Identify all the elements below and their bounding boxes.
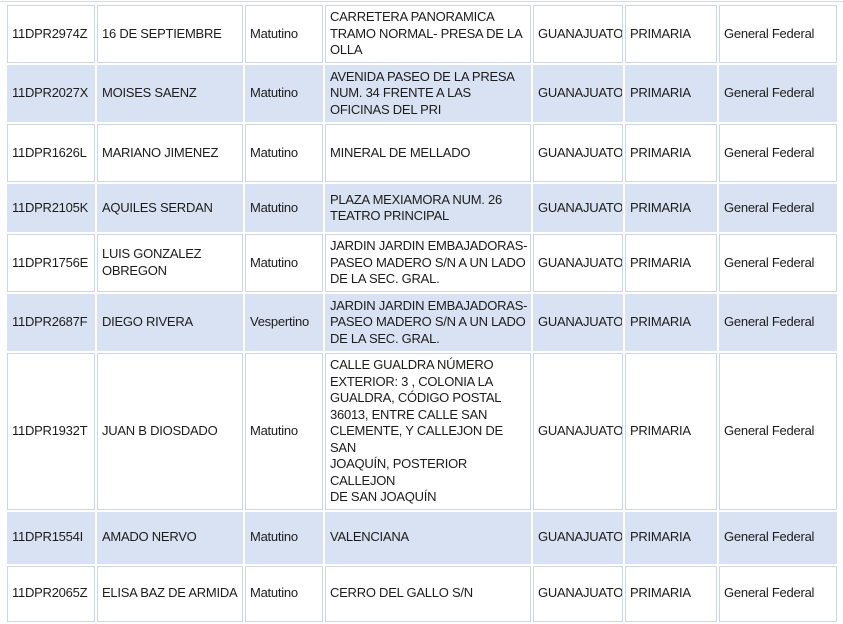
cell-school-name: DIEGO RIVERA: [97, 293, 243, 351]
cell-city: GUANAJUATO: [533, 293, 623, 351]
cell-school-name: LUIS GONZALEZ OBREGON: [97, 234, 243, 292]
cell-school-code: 11DPR1554I: [7, 511, 95, 564]
cell-shift: Matutino: [245, 511, 323, 564]
cell-school-code: 11DPR2105K: [7, 184, 95, 232]
cell-shift: Matutino: [245, 124, 323, 182]
schools-table: 11DPR2974Z 16 DE SEPTIEMBRE Matutino CAR…: [5, 3, 839, 624]
cell-level: PRIMARIA: [625, 64, 717, 122]
cell-service-type: General Federal: [719, 184, 837, 232]
cell-level: PRIMARIA: [625, 124, 717, 182]
cell-shift: Matutino: [245, 565, 323, 622]
cell-shift: Matutino: [245, 184, 323, 232]
cell-school-name: AQUILES SERDAN: [97, 184, 243, 232]
table-row: 11DPR2974Z 16 DE SEPTIEMBRE Matutino CAR…: [7, 5, 837, 63]
cell-service-type: General Federal: [719, 234, 837, 292]
cell-school-code: 11DPR2065Z: [7, 565, 95, 622]
cell-address: JARDIN JARDIN EMBAJADORAS- PASEO MADERO …: [325, 293, 531, 351]
cell-school-name: MOISES SAENZ: [97, 64, 243, 122]
table-row: 11DPR1932T JUAN B DIOSDADO Matutino CALL…: [7, 353, 837, 510]
cell-address: JARDIN JARDIN EMBAJADORAS- PASEO MADERO …: [325, 234, 531, 292]
cell-city: GUANAJUATO: [533, 234, 623, 292]
cell-level: PRIMARIA: [625, 353, 717, 510]
cell-school-code: 11DPR1756E: [7, 234, 95, 292]
cell-shift: Vespertino: [245, 293, 323, 351]
cell-address: PLAZA MEXIAMORA NUM. 26 TEATRO PRINCIPAL: [325, 184, 531, 232]
cell-address: CARRETERA PANORAMICA TRAMO NORMAL- PRESA…: [325, 5, 531, 63]
cell-service-type: General Federal: [719, 124, 837, 182]
cell-city: GUANAJUATO: [533, 184, 623, 232]
cell-address: CERRO DEL GALLO S/N: [325, 565, 531, 622]
cell-school-code: 11DPR2687F: [7, 293, 95, 351]
cell-address: AVENIDA PASEO DE LA PRESA NUM. 34 FRENTE…: [325, 64, 531, 122]
cell-city: GUANAJUATO: [533, 64, 623, 122]
cell-service-type: General Federal: [719, 511, 837, 564]
cell-school-code: 11DPR1626L: [7, 124, 95, 182]
cell-level: PRIMARIA: [625, 511, 717, 564]
table-row: 11DPR1756E LUIS GONZALEZ OBREGON Matutin…: [7, 234, 837, 292]
cell-school-code: 11DPR1932T: [7, 353, 95, 510]
cell-shift: Matutino: [245, 64, 323, 122]
cell-level: PRIMARIA: [625, 184, 717, 232]
cell-level: PRIMARIA: [625, 565, 717, 622]
table-row: 11DPR2687F DIEGO RIVERA Vespertino JARDI…: [7, 293, 837, 351]
cell-school-name: ELISA BAZ DE ARMIDA: [97, 565, 243, 622]
cell-shift: Matutino: [245, 353, 323, 510]
cell-city: GUANAJUATO: [533, 5, 623, 63]
cell-address: VALENCIANA: [325, 511, 531, 564]
cell-school-name: 16 DE SEPTIEMBRE: [97, 5, 243, 63]
cell-city: GUANAJUATO: [533, 353, 623, 510]
table-row: 11DPR2105K AQUILES SERDAN Matutino PLAZA…: [7, 184, 837, 232]
cell-service-type: General Federal: [719, 64, 837, 122]
table-row: 11DPR1626L MARIANO JIMENEZ Matutino MINE…: [7, 124, 837, 182]
top-divider: [0, 1, 843, 2]
cell-level: PRIMARIA: [625, 234, 717, 292]
cell-city: GUANAJUATO: [533, 124, 623, 182]
cell-city: GUANAJUATO: [533, 511, 623, 564]
cell-school-code: 11DPR2974Z: [7, 5, 95, 63]
cell-service-type: General Federal: [719, 293, 837, 351]
table-row: 11DPR1554I AMADO NERVO Matutino VALENCIA…: [7, 511, 837, 564]
schools-table-body: 11DPR2974Z 16 DE SEPTIEMBRE Matutino CAR…: [7, 5, 837, 622]
cell-service-type: General Federal: [719, 353, 837, 510]
schools-table-container: 11DPR2974Z 16 DE SEPTIEMBRE Matutino CAR…: [0, 3, 843, 624]
cell-address: MINERAL DE MELLADO: [325, 124, 531, 182]
cell-shift: Matutino: [245, 5, 323, 63]
cell-shift: Matutino: [245, 234, 323, 292]
cell-school-name: MARIANO JIMENEZ: [97, 124, 243, 182]
table-row: 11DPR2027X MOISES SAENZ Matutino AVENIDA…: [7, 64, 837, 122]
cell-level: PRIMARIA: [625, 293, 717, 351]
cell-address: CALLE GUALDRA NÚMERO EXTERIOR: 3 , COLON…: [325, 353, 531, 510]
cell-level: PRIMARIA: [625, 5, 717, 63]
cell-city: GUANAJUATO: [533, 565, 623, 622]
cell-service-type: General Federal: [719, 565, 837, 622]
cell-service-type: General Federal: [719, 5, 837, 63]
cell-school-name: JUAN B DIOSDADO: [97, 353, 243, 510]
table-row: 11DPR2065Z ELISA BAZ DE ARMIDA Matutino …: [7, 565, 837, 622]
cell-school-name: AMADO NERVO: [97, 511, 243, 564]
cell-school-code: 11DPR2027X: [7, 64, 95, 122]
